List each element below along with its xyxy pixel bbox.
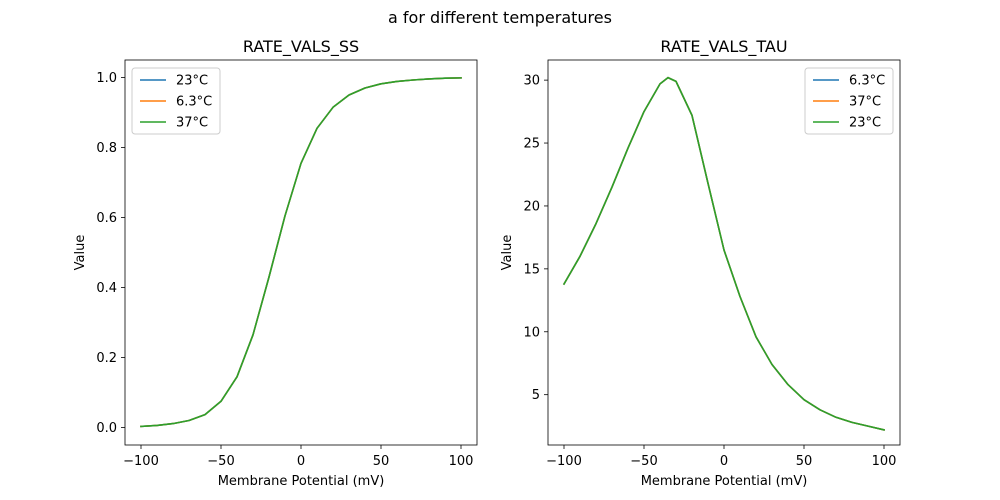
legend-label: 23°C [849, 116, 881, 131]
y-tick-label: 30 [523, 74, 540, 89]
x-tick-label: 100 [449, 454, 474, 469]
figure-suptitle: a for different temperatures [388, 8, 612, 27]
y-tick-label: 5 [532, 388, 540, 403]
x-tick-label: −100 [546, 454, 582, 469]
y-axis-label: Value [73, 235, 88, 271]
legend: 23°C 6.3°C 37°C [131, 67, 221, 135]
y-tick-label: 0.6 [96, 211, 117, 226]
y-tick-label: 0.2 [96, 351, 117, 366]
legend-label: 6.3°C [176, 95, 212, 110]
y-tick-label: 20 [523, 199, 540, 214]
x-tick-label: 0 [297, 454, 305, 469]
legend: 6.3°C 37°C 23°C [804, 67, 894, 135]
y-tick-label: 0.0 [96, 421, 117, 436]
legend-label: 37°C [849, 95, 881, 110]
y-tick-label: 1.0 [96, 71, 117, 86]
x-tick-label: −100 [123, 454, 159, 469]
chart-title: RATE_VALS_TAU [660, 37, 787, 57]
x-tick-label: 50 [796, 454, 813, 469]
chart-title: RATE_VALS_SS [243, 37, 359, 57]
x-tick-label: −50 [207, 454, 234, 469]
legend-box [131, 67, 221, 135]
legend-box [804, 67, 894, 135]
series-line [140, 77, 462, 428]
x-tick-label: 100 [872, 454, 897, 469]
y-axis-label: Value [500, 235, 515, 271]
legend-label: 23°C [176, 74, 208, 89]
y-tick-label: 0.8 [96, 141, 117, 156]
x-tick-label: 50 [373, 454, 390, 469]
y-tick-label: 15 [523, 262, 540, 277]
x-tick-label: 0 [720, 454, 728, 469]
legend-label: 37°C [176, 116, 208, 131]
y-tick-label: 25 [523, 137, 540, 152]
chart-panel-rate-vals-tau: −100 −50 0 50 100 5 10 15 20 25 30 RATE_VALS_TAU Mem… [500, 37, 901, 489]
series-line [562, 76, 885, 431]
chart-panel-rate-vals-ss: −100 −50 0 50 100 0.0 0.2 0.4 0.6 0.8 1.0 RATE_VALS… [73, 37, 478, 489]
x-axis-label: Membrane Potential (mV) [641, 474, 808, 489]
y-tick-label: 0.4 [96, 281, 117, 296]
legend-label: 6.3°C [849, 74, 885, 89]
x-axis-label: Membrane Potential (mV) [218, 474, 385, 489]
x-tick-label: −50 [630, 454, 657, 469]
y-tick-label: 10 [523, 325, 540, 340]
